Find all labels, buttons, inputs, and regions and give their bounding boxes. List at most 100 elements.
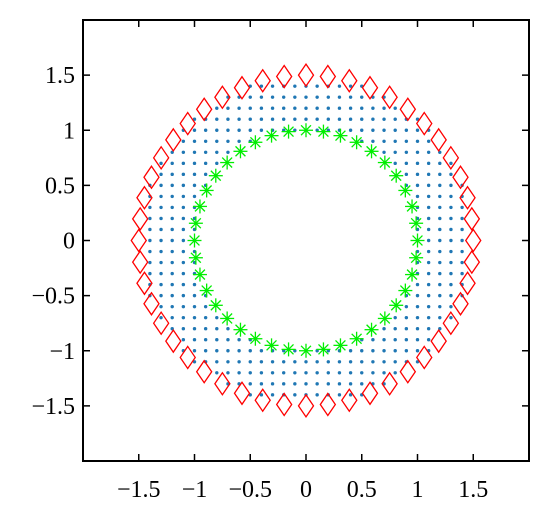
data-point-dot	[326, 360, 330, 364]
data-point-diamond	[165, 127, 182, 152]
data-point-dot	[282, 117, 286, 121]
data-point-asterisk	[248, 135, 263, 150]
series-inner-asterisks	[187, 123, 425, 358]
data-point-dot	[293, 371, 297, 375]
data-point-diamond	[275, 64, 293, 89]
data-point-dot	[192, 172, 197, 177]
data-point-dot	[348, 360, 353, 364]
data-point-dot	[426, 183, 431, 188]
data-point-dot	[148, 260, 152, 265]
data-point-dot	[348, 84, 353, 88]
data-point-dot	[426, 205, 431, 210]
data-point-diamond	[442, 311, 460, 336]
data-point-dot	[192, 315, 197, 320]
data-point-dot	[438, 315, 442, 320]
data-point-dot	[438, 216, 442, 221]
data-point-asterisk	[233, 144, 248, 159]
data-point-dot	[326, 95, 330, 99]
data-point-diamond	[463, 249, 481, 275]
data-point-diamond	[361, 381, 379, 406]
data-point-diamond	[152, 145, 170, 170]
data-point-dot	[393, 150, 397, 154]
data-point-dot	[192, 304, 197, 309]
data-point-dot	[315, 95, 319, 99]
data-point-dot	[426, 249, 431, 254]
data-point-diamond	[254, 68, 271, 93]
data-point-dot	[315, 84, 319, 88]
data-point-dot	[426, 238, 431, 243]
data-point-dot	[293, 117, 297, 121]
data-point-dot	[438, 271, 442, 276]
data-point-dot	[460, 238, 464, 243]
data-point-dot	[248, 371, 252, 375]
data-point-dot	[371, 360, 375, 364]
data-point-dot	[337, 382, 342, 386]
data-point-dot	[270, 382, 275, 386]
data-point-dot	[360, 371, 364, 375]
data-point-dot	[393, 338, 397, 342]
data-point-dot	[393, 139, 397, 143]
data-point-dot	[192, 183, 197, 188]
data-point-dot	[226, 327, 230, 331]
data-point-asterisk	[349, 331, 364, 346]
data-point-diamond	[179, 345, 197, 370]
data-point-dot	[304, 382, 308, 386]
data-point-dot	[270, 393, 275, 397]
data-point-dot	[282, 95, 286, 99]
data-point-dot	[203, 338, 208, 342]
data-point-diamond	[275, 392, 293, 417]
data-point-dot	[237, 117, 241, 121]
data-point-dot	[348, 393, 353, 397]
data-point-dot	[192, 327, 197, 331]
data-point-dot	[181, 293, 186, 298]
data-point-dot	[170, 282, 174, 287]
data-point-asterisk	[187, 233, 202, 248]
data-point-asterisk	[316, 342, 331, 357]
data-point-dot	[259, 360, 264, 364]
data-point-dot	[449, 161, 453, 166]
data-point-dot	[415, 338, 420, 342]
data-point-dot	[415, 282, 420, 287]
data-point-dot	[426, 150, 431, 154]
data-point-dot	[181, 194, 186, 199]
data-point-dot	[203, 139, 208, 143]
data-point-dot	[293, 84, 297, 88]
data-point-asterisk	[410, 233, 425, 248]
data-point-dot	[360, 382, 364, 386]
data-point-dot	[192, 293, 197, 298]
data-point-asterisk	[333, 338, 348, 353]
data-point-dot	[449, 260, 453, 265]
data-point-dot	[404, 349, 409, 353]
data-point-dot	[460, 205, 464, 210]
data-point-dot	[192, 117, 197, 121]
data-point-dot	[404, 128, 409, 132]
data-point-dot	[226, 117, 230, 121]
data-point-dot	[270, 84, 275, 88]
data-point-dot	[315, 117, 319, 121]
data-point-asterisk	[264, 338, 279, 353]
y-tick-label: 1.5	[45, 63, 75, 89]
data-point-dot	[181, 260, 186, 265]
data-point-dot	[170, 194, 174, 199]
data-point-dot	[159, 161, 163, 166]
data-point-asterisk	[220, 155, 235, 170]
data-point-dot	[382, 150, 386, 154]
data-point-diamond	[131, 206, 149, 232]
data-point-dot	[404, 150, 409, 154]
data-point-diamond	[319, 64, 337, 89]
data-point-dot	[426, 315, 431, 320]
data-point-dot	[438, 227, 442, 232]
data-point-dot	[348, 128, 353, 132]
data-point-diamond	[233, 381, 251, 406]
data-point-diamond	[297, 62, 315, 88]
data-point-diamond	[464, 228, 482, 253]
data-point-dot	[415, 161, 420, 166]
data-point-dot	[181, 304, 186, 309]
data-point-asterisk	[405, 199, 420, 214]
data-point-dot	[360, 95, 364, 99]
data-point-dot	[348, 117, 353, 121]
data-point-dot	[415, 194, 420, 199]
data-point-diamond	[214, 85, 231, 110]
data-point-asterisk	[192, 199, 207, 214]
